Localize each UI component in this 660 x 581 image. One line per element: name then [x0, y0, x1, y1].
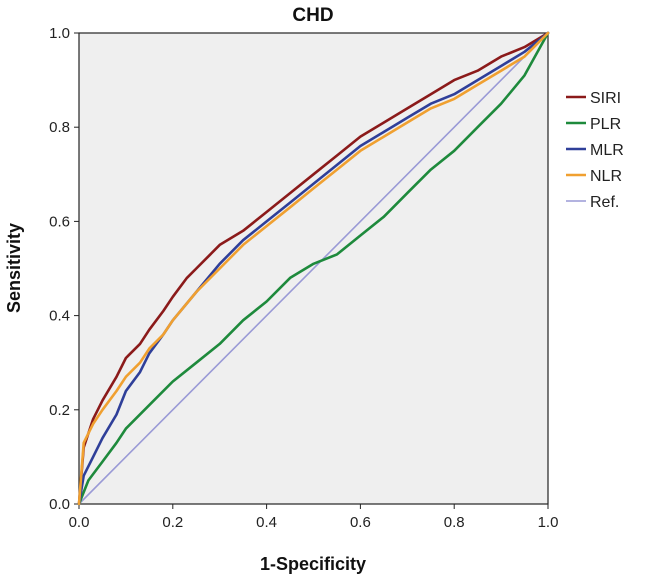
- y-tick-label: 0.8: [49, 119, 70, 136]
- x-tick-label: 0.6: [350, 514, 371, 531]
- series-line-siri: [77, 31, 550, 506]
- y-tick-label: 0.0: [49, 496, 70, 513]
- chart-title: CHD: [292, 5, 333, 26]
- x-tick-label: 1.0: [538, 514, 559, 531]
- x-axis-title: 1-Specificity: [260, 554, 366, 574]
- series-line-ref: [78, 32, 549, 505]
- x-tick-label: 0.0: [69, 514, 90, 531]
- legend-label-nlr: NLR: [590, 168, 622, 185]
- y-axis-title: Sensitivity: [4, 223, 24, 313]
- series-layer: [77, 31, 550, 506]
- legend-label-siri: SIRI: [590, 90, 621, 107]
- series-line-plr: [77, 31, 550, 506]
- legend-label-ref: Ref.: [590, 194, 619, 211]
- legend-label-plr: PLR: [590, 116, 621, 133]
- legend-label-mlr: MLR: [590, 142, 624, 159]
- x-tick-label: 0.8: [444, 514, 465, 531]
- y-tick-label: 0.4: [49, 308, 70, 325]
- y-axis: 0.0 0.2 0.4 0.6 0.8 1.0: [49, 25, 79, 513]
- legend: SIRI PLR MLR NLR Ref.: [566, 90, 624, 211]
- series-line-mlr: [77, 31, 550, 506]
- x-axis: 0.0 0.2 0.4 0.6 0.8 1.0: [69, 504, 559, 531]
- x-tick-label: 0.4: [256, 514, 277, 531]
- y-tick-label: 0.6: [49, 213, 70, 230]
- y-tick-label: 1.0: [49, 25, 70, 42]
- series-line-nlr: [77, 31, 550, 506]
- x-tick-label: 0.2: [162, 514, 183, 531]
- y-tick-label: 0.2: [49, 402, 70, 419]
